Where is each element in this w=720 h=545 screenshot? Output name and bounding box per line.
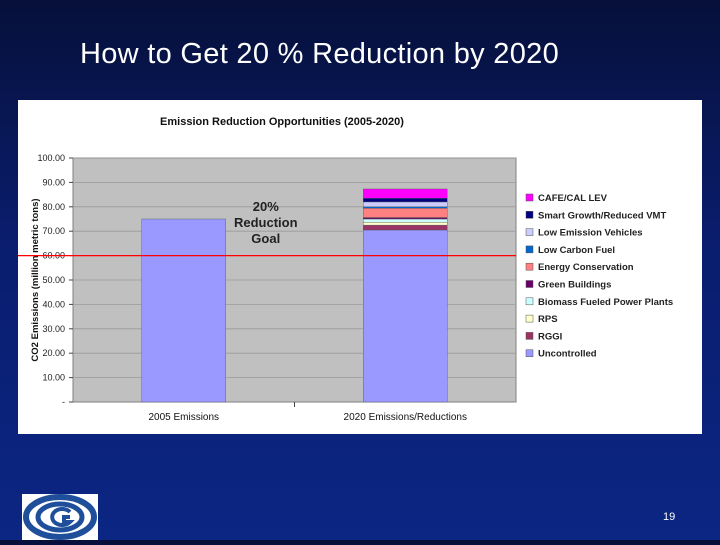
legend-label: CAFE/CAL LEV [538,193,608,204]
bar-segment [363,201,448,207]
ytick-label: 50.00 [42,275,65,285]
legend-swatch [525,193,534,202]
page-number: 19 [663,511,676,523]
legend-label: RGGI [538,331,562,342]
annotation-line: 20% [253,199,279,214]
legend-swatch [525,245,534,254]
xtick-label: 2020 Emissions/Reductions [344,412,467,423]
ytick-label: 10.00 [42,373,65,383]
bar-segment [363,221,448,226]
bar-segment [363,218,448,223]
legend-swatch [525,262,534,271]
bar-segment [363,208,448,218]
bar-segment [141,218,226,403]
legend-label: Uncontrolled [538,349,597,360]
annotation-line: Goal [251,231,280,246]
legend-swatch [525,314,534,323]
legend-swatch [525,228,534,236]
ytick-label: 100.00 [37,153,65,163]
g-circle-logo-icon [23,494,97,540]
bar-segment [363,224,448,231]
company-logo [22,494,98,540]
y-axis-label: CO2 Emissions (million metric tons) [30,198,41,361]
legend-label: Green Buildings [538,280,611,291]
bar-segment [363,206,448,209]
bar-segment [363,198,448,203]
bar-segment [363,188,448,199]
legend-swatch [525,297,534,306]
annotation-line: Reduction [234,215,298,230]
xtick-label: 2005 Emissions [148,412,219,423]
ytick-label: 40.00 [42,299,65,309]
ytick-label: 70.00 [42,226,65,236]
ytick-label: 30.00 [42,324,65,334]
ytick-label: 90.00 [42,177,65,187]
legend-label: Biomass Fueled Power Plants [538,297,673,308]
legend-swatch [525,332,534,340]
emission-chart: Emission Reduction Opportunities (2005-2… [18,116,673,423]
legend-swatch [525,349,534,357]
legend-label: Low Carbon Fuel [538,245,615,256]
ytick-label: 20.00 [42,348,65,358]
slide-title: How to Get 20 % Reduction by 2020 [80,38,560,70]
bar-segment [363,217,448,220]
chart-panel: Emission Reduction Opportunities (2005-2… [18,100,702,434]
legend-swatch [525,280,534,288]
legend-label: Low Emission Vehicles [538,228,643,239]
legend-label: RPS [538,314,558,325]
legend-label: Energy Conservation [538,262,634,273]
legend-swatch [525,211,534,219]
ytick-label: 80.00 [42,202,65,212]
ytick-label: - [62,397,65,407]
bar-segment [363,229,448,403]
chart-title: Emission Reduction Opportunities (2005-2… [160,116,404,128]
legend-label: Smart Growth/Reduced VMT [538,210,666,221]
